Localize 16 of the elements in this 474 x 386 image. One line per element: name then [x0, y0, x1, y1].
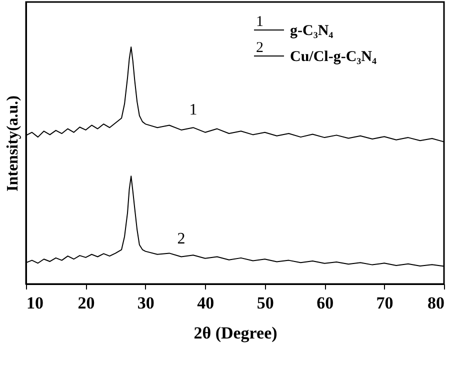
legend-label: g-C₃N₄	[290, 23, 334, 39]
text: 1	[256, 14, 264, 30]
x-tick-label: 30	[137, 294, 154, 312]
x-tick-label: 20	[78, 294, 95, 312]
x-tick-label: 10	[26, 294, 44, 312]
x-axis-title: 2θ (Degree)	[194, 324, 278, 342]
x-tick-label: 50	[256, 294, 274, 312]
x-tick-label: 60	[316, 294, 334, 312]
text: 2	[256, 40, 264, 56]
x-tick-label: 70	[376, 294, 394, 312]
x-tick-label: 40	[197, 294, 214, 312]
annotation: 2	[177, 230, 186, 248]
legend-label: Cu/Cl-g-C₃N₄	[290, 49, 377, 65]
y-axis-title: Intensity(a.u.)	[4, 95, 22, 192]
annotation: 1	[189, 102, 198, 119]
x-tick-label: 80	[428, 294, 444, 312]
